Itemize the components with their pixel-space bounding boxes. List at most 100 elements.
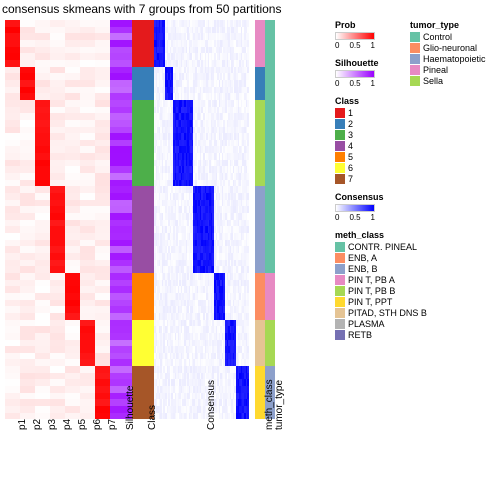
swatch-label: ENB, B <box>348 264 378 274</box>
legend-tumor-type: tumor_type ControlGlio-neuronalHaematopoi… <box>410 20 486 86</box>
swatch-label: 2 <box>348 119 353 129</box>
swatch <box>335 330 345 340</box>
swatch-row: 5 <box>335 152 500 162</box>
swatch <box>335 319 345 329</box>
x-axis-labels: p1p2p3p4p5p6p7SilhouetteClassConsensusme… <box>5 425 330 495</box>
xlabel-p7: p7 <box>107 419 118 430</box>
swatch <box>335 286 345 296</box>
legend-title: tumor_type <box>410 20 486 30</box>
swatch-label: PLASMA <box>348 319 385 329</box>
column-Consensus <box>154 20 249 420</box>
swatch <box>335 253 345 263</box>
swatch <box>335 308 345 318</box>
legend-class: Class 1234567 <box>335 96 500 184</box>
swatch-row: PIN T, PPT <box>335 297 500 307</box>
swatch <box>335 130 345 140</box>
legend-area: Prob00.51Silhouette00.51Class1234567Cons… <box>335 20 500 348</box>
swatch-row: RETB <box>335 330 500 340</box>
gradient-ticks: 00.51 <box>335 213 375 222</box>
swatch-row: 1 <box>335 108 500 118</box>
swatch-row: CONTR. PINEAL <box>335 242 500 252</box>
swatch-label: Glio-neuronal <box>423 43 477 53</box>
column-p3 <box>35 20 50 420</box>
swatch-row: Control <box>410 32 486 42</box>
column-p1 <box>5 20 20 420</box>
gradient-ticks: 00.51 <box>335 79 375 88</box>
swatch-label: 7 <box>348 174 353 184</box>
gradient-bar <box>335 70 375 78</box>
column-p5 <box>65 20 80 420</box>
heatmap <box>5 20 330 420</box>
swatch-label: Control <box>423 32 452 42</box>
swatch-row: PIN T, PB A <box>335 275 500 285</box>
swatch <box>335 275 345 285</box>
legend-consensus: Consensus 00.51 <box>335 192 500 222</box>
column-meth_class <box>255 20 265 420</box>
legend-title: Consensus <box>335 192 500 202</box>
swatch-row: 6 <box>335 163 500 173</box>
swatch-label: PITAD, STH DNS B <box>348 308 427 318</box>
swatch-row: ENB, B <box>335 264 500 274</box>
swatch-label: 3 <box>348 130 353 140</box>
swatch-row: Glio-neuronal <box>410 43 486 53</box>
swatch-row: Haematopoietic <box>410 54 486 64</box>
swatch <box>410 43 420 53</box>
swatch-row: 3 <box>335 130 500 140</box>
xlabel-p6: p6 <box>92 419 103 430</box>
swatch-label: 4 <box>348 141 353 151</box>
swatch <box>410 76 420 86</box>
swatch-label: 1 <box>348 108 353 118</box>
gradient-bar <box>335 204 375 212</box>
swatch-row: PIN T, PB B <box>335 286 500 296</box>
swatch-label: Sella <box>423 76 443 86</box>
swatch-label: CONTR. PINEAL <box>348 242 417 252</box>
swatch <box>335 152 345 162</box>
swatch-row: 7 <box>335 174 500 184</box>
column-Class <box>132 20 154 420</box>
gradient-bar <box>335 32 375 40</box>
swatch-label: 6 <box>348 163 353 173</box>
xlabel-Consensus: Consensus <box>206 380 217 430</box>
xlabel-Class: Class <box>147 405 158 430</box>
column-p7 <box>95 20 110 420</box>
swatch <box>335 119 345 129</box>
xlabel-p5: p5 <box>77 419 88 430</box>
swatch-row: Sella <box>410 76 486 86</box>
swatch <box>335 174 345 184</box>
column-Silhouette <box>110 20 132 420</box>
swatch-row: 4 <box>335 141 500 151</box>
swatch-label: Pineal <box>423 65 448 75</box>
swatch <box>335 163 345 173</box>
column-tumor_type <box>265 20 275 420</box>
xlabel-tumor_type: tumor_type <box>274 380 285 430</box>
page-title: consensus skmeans with 7 groups from 50 … <box>2 2 281 16</box>
swatch <box>410 65 420 75</box>
xlabel-p3: p3 <box>47 419 58 430</box>
legend-meth-class: meth_classCONTR. PINEALENB, AENB, BPIN T… <box>335 230 500 340</box>
swatch <box>410 32 420 42</box>
column-p2 <box>20 20 35 420</box>
xlabel-Silhouette: Silhouette <box>125 386 136 430</box>
swatch-label: PIN T, PB B <box>348 286 395 296</box>
swatch-row: ENB, A <box>335 253 500 263</box>
swatch-label: 5 <box>348 152 353 162</box>
swatch <box>335 242 345 252</box>
swatch-label: PIN T, PB A <box>348 275 395 285</box>
swatch-row: 2 <box>335 119 500 129</box>
gradient-ticks: 00.51 <box>335 41 375 50</box>
xlabel-p4: p4 <box>62 419 73 430</box>
column-p6 <box>80 20 95 420</box>
legend-title: meth_class <box>335 230 500 240</box>
swatch <box>335 264 345 274</box>
legend-title: Class <box>335 96 500 106</box>
xlabel-p1: p1 <box>17 419 28 430</box>
swatch-row: Pineal <box>410 65 486 75</box>
swatch-label: RETB <box>348 330 372 340</box>
swatch-row: PITAD, STH DNS B <box>335 308 500 318</box>
swatch <box>335 108 345 118</box>
swatch-label: Haematopoietic <box>423 54 486 64</box>
swatch <box>335 297 345 307</box>
swatch-label: PIN T, PPT <box>348 297 392 307</box>
swatch-label: ENB, A <box>348 253 377 263</box>
column-p4 <box>50 20 65 420</box>
